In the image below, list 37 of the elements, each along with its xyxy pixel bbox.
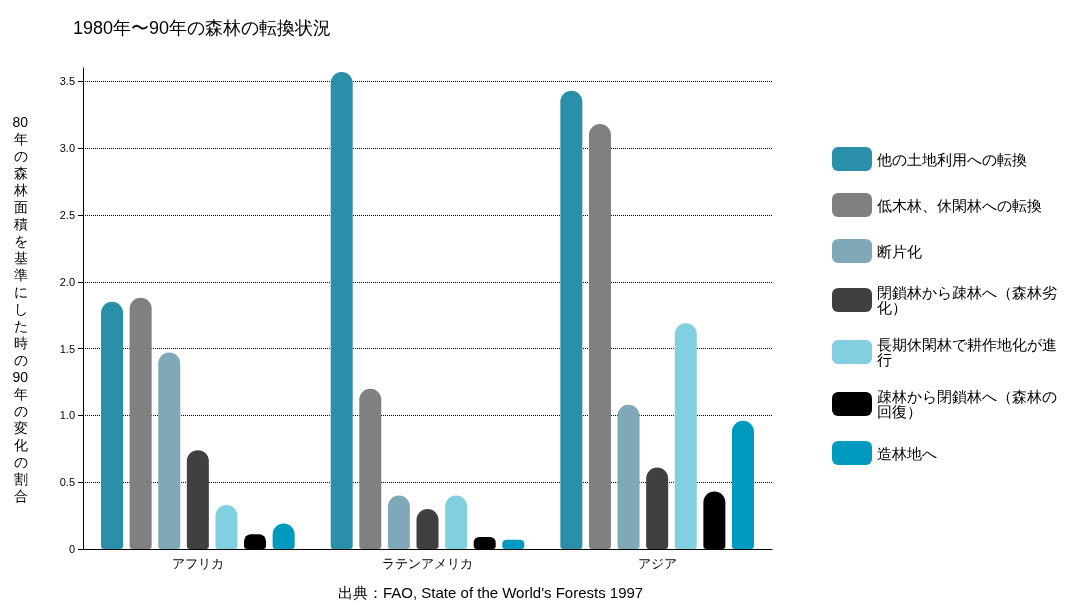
bar [215,504,238,549]
bar [330,72,353,549]
x-tick-label: アジア [637,556,677,571]
source-note: 出典：FAO, State of the World's Forests 1997 [338,584,644,601]
y-tick-label: 0 [68,543,75,555]
bar [445,495,468,549]
legend-label: 低木林、休閑林への転換 [877,196,1042,214]
bar [158,352,181,549]
x-tick-label: アフリカ [171,556,224,571]
bar [416,508,439,549]
y-tick-label: 3.0 [59,142,75,155]
bar [674,323,697,549]
y-tick-label: 3.5 [59,75,75,88]
y-tick-label: 1.0 [59,409,75,422]
y-tick-label: 2.0 [59,275,75,288]
legend-label: 長期休閑林で耕作地化が進行 [877,336,1057,368]
x-tick-label: ラテンアメリカ [382,556,473,571]
bar [186,450,209,549]
bar [588,124,611,549]
text: 80年の森林面積を基準にした時の90年の変化の割合 [12,113,28,504]
legend-label: 造林地へ [877,444,937,462]
legend-label: 断片化 [877,242,922,260]
bar [359,388,382,549]
legend-label: 疎林から閉鎖林へ（森林の回復） [877,388,1057,420]
bar [101,301,124,549]
legend-label: 閉鎖林から疎林へ（森林劣化） [877,284,1057,316]
bar [731,420,754,549]
chart-title: 1980年〜90年の森林の転換状況 [73,18,332,38]
legend-label: 他の土地利用への転換 [877,150,1027,168]
bar [646,467,669,549]
bar [560,90,583,549]
bar [129,297,152,549]
y-tick-label: 0.5 [59,476,75,489]
bar [387,495,410,549]
bar [617,404,640,549]
y-tick-label: 2.5 [59,208,75,221]
y-tick-label: 1.5 [59,342,75,355]
